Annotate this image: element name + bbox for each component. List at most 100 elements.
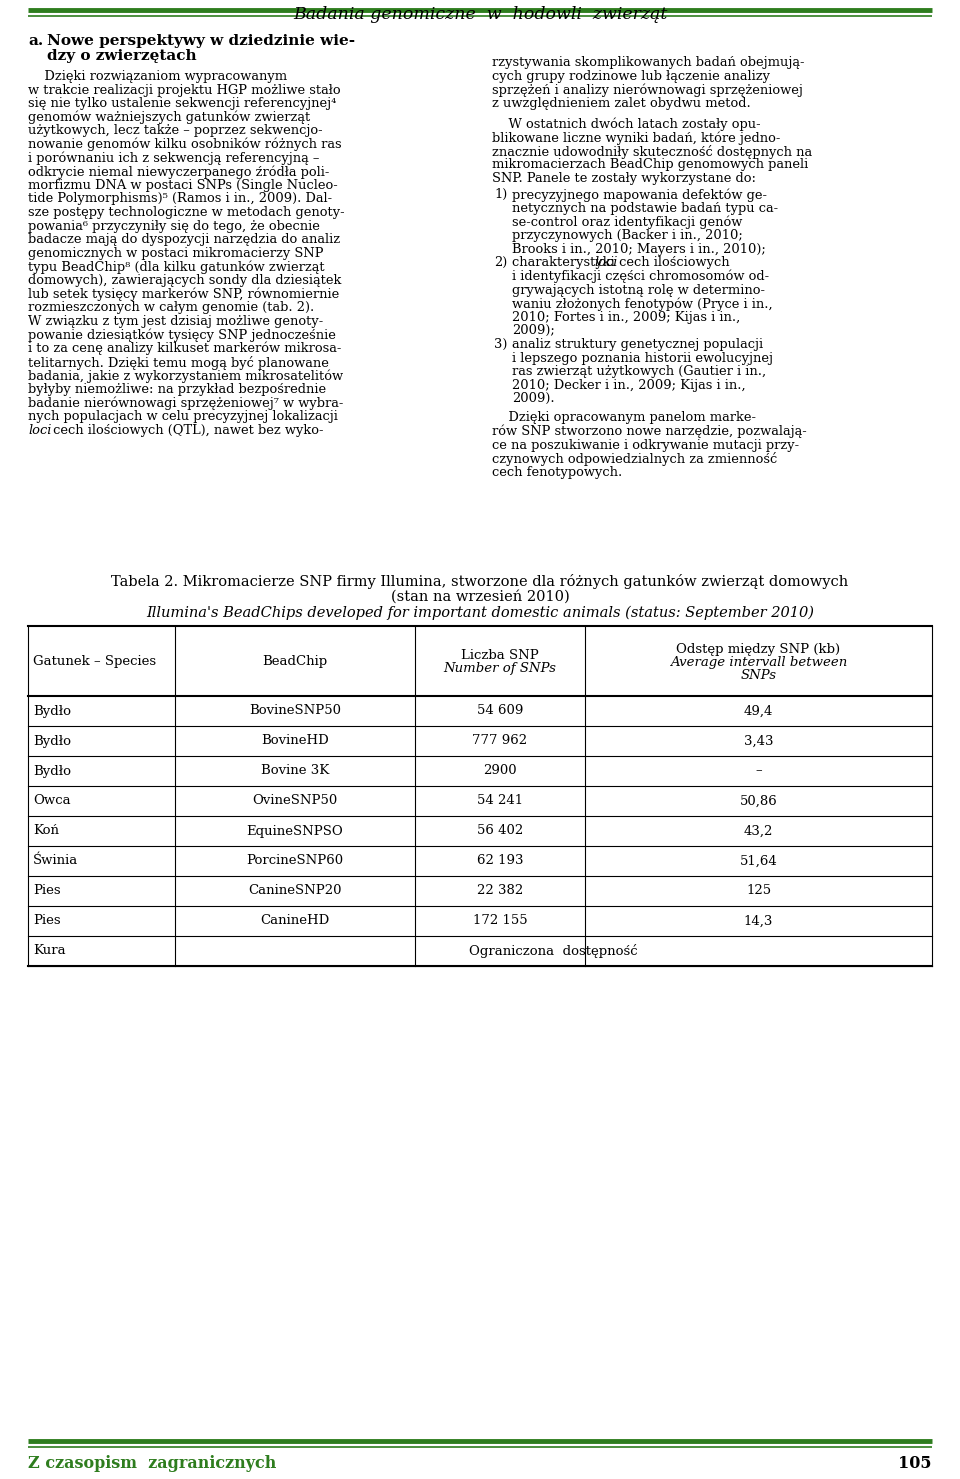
Text: (stan na wrzesień 2010): (stan na wrzesień 2010) <box>391 590 569 603</box>
Text: genomów ważniejszych gatunków zwierząt: genomów ważniejszych gatunków zwierząt <box>28 111 310 124</box>
Text: w trakcie realizacji projektu HGP możliwe stało: w trakcie realizacji projektu HGP możliw… <box>28 84 341 96</box>
Text: Bovine 3K: Bovine 3K <box>261 765 329 778</box>
Text: i porównaniu ich z sekwencją referencyjną –: i porównaniu ich z sekwencją referencyjn… <box>28 152 320 166</box>
Text: genomicznych w postaci mikromacierzy SNP: genomicznych w postaci mikromacierzy SNP <box>28 247 324 260</box>
Text: W ostatnich dwóch latach zostały opu-: W ostatnich dwóch latach zostały opu- <box>492 118 760 132</box>
Text: rów SNP stworzono nowe narzędzie, pozwalają-: rów SNP stworzono nowe narzędzie, pozwal… <box>492 424 806 438</box>
Text: 22 382: 22 382 <box>477 884 523 898</box>
Text: 2900: 2900 <box>483 765 516 778</box>
Text: CanineHD: CanineHD <box>260 914 329 927</box>
Text: i identyfikacji części chromosomów od-: i identyfikacji części chromosomów od- <box>512 271 769 284</box>
Text: powania⁶ przyczyniły się do tego, że obecnie: powania⁶ przyczyniły się do tego, że obe… <box>28 219 320 232</box>
Text: BovineHD: BovineHD <box>261 735 329 747</box>
Text: 777 962: 777 962 <box>472 735 528 747</box>
Text: Z czasopism  zagranicznych: Z czasopism zagranicznych <box>28 1455 276 1472</box>
Text: Owca: Owca <box>33 794 71 808</box>
Text: cech ilościowych: cech ilościowych <box>615 256 730 269</box>
Text: 62 193: 62 193 <box>477 855 523 868</box>
Text: SNPs: SNPs <box>740 669 777 682</box>
Text: Bydło: Bydło <box>33 704 71 717</box>
Text: 2009);: 2009); <box>512 324 555 337</box>
Text: cych grupy rodzinowe lub łączenie analizy: cych grupy rodzinowe lub łączenie analiz… <box>492 70 770 83</box>
Text: odkrycie niemal niewyczerpanego źródła poli-: odkrycie niemal niewyczerpanego źródła p… <box>28 166 329 179</box>
Text: 54 609: 54 609 <box>477 704 523 717</box>
Text: cech fenotypowych.: cech fenotypowych. <box>492 466 622 479</box>
Text: 172 155: 172 155 <box>472 914 527 927</box>
Text: 3): 3) <box>494 337 508 351</box>
Text: i to za cenę analizy kilkuset markerów mikrosa-: i to za cenę analizy kilkuset markerów m… <box>28 342 342 355</box>
Text: z uwzględnieniem zalet obydwu metod.: z uwzględnieniem zalet obydwu metod. <box>492 98 751 111</box>
Text: znacznie udowodniły skuteczność dostępnych na: znacznie udowodniły skuteczność dostępny… <box>492 145 812 158</box>
Text: 125: 125 <box>746 884 771 898</box>
Text: BeadChip: BeadChip <box>262 655 327 669</box>
Text: loci: loci <box>594 256 618 269</box>
Text: Number of SNPs: Number of SNPs <box>444 663 557 674</box>
Text: dzy o zwierzętach: dzy o zwierzętach <box>47 49 197 64</box>
Text: przyczynowych (Backer i in., 2010;: przyczynowych (Backer i in., 2010; <box>512 229 743 243</box>
Text: badanie nierównowagi sprzężeniowej⁷ w wybra-: badanie nierównowagi sprzężeniowej⁷ w wy… <box>28 396 344 410</box>
Text: tide Polymorphisms)⁵ (Ramos i in., 2009). Dal-: tide Polymorphisms)⁵ (Ramos i in., 2009)… <box>28 192 332 206</box>
Text: 51,64: 51,64 <box>739 855 778 868</box>
Text: 2010; Decker i in., 2009; Kijas i in.,: 2010; Decker i in., 2009; Kijas i in., <box>512 379 746 392</box>
Text: PorcineSNP60: PorcineSNP60 <box>247 855 344 868</box>
Text: ce na poszukiwanie i odkrywanie mutacji przy-: ce na poszukiwanie i odkrywanie mutacji … <box>492 439 799 451</box>
Text: 56 402: 56 402 <box>477 824 523 837</box>
Text: Gatunek – Species: Gatunek – Species <box>33 655 156 669</box>
Text: sze postępy technologiczne w metodach genoty-: sze postępy technologiczne w metodach ge… <box>28 206 345 219</box>
Text: powanie dziesiątków tysięcy SNP jednocześnie: powanie dziesiątków tysięcy SNP jednocze… <box>28 328 336 342</box>
Text: Badania genomiczne  w  hodowli  zwierząt: Badania genomiczne w hodowli zwierząt <box>293 6 667 24</box>
Text: badacze mają do dyspozycji narzędzia do analiz: badacze mają do dyspozycji narzędzia do … <box>28 234 340 246</box>
Text: się nie tylko ustalenie sekwencji referencyjnej⁴: się nie tylko ustalenie sekwencji refere… <box>28 98 336 111</box>
Text: 1): 1) <box>494 188 507 201</box>
Text: rozmieszczonych w całym genomie (tab. 2).: rozmieszczonych w całym genomie (tab. 2)… <box>28 302 314 314</box>
Text: 105: 105 <box>899 1455 932 1472</box>
Text: waniu złożonych fenotypów (Pryce i in.,: waniu złożonych fenotypów (Pryce i in., <box>512 297 773 311</box>
Text: Dzięki rozwiązaniom wypracowanym: Dzięki rozwiązaniom wypracowanym <box>28 70 287 83</box>
Text: cech ilościowych (QTL), nawet bez wyko-: cech ilościowych (QTL), nawet bez wyko- <box>49 423 324 436</box>
Text: W związku z tym jest dzisiaj możliwe genoty-: W związku z tym jest dzisiaj możliwe gen… <box>28 315 324 328</box>
Text: i lepszego poznania historii ewolucyjnej: i lepszego poznania historii ewolucyjnej <box>512 352 773 364</box>
Text: 3,43: 3,43 <box>744 735 773 747</box>
Text: 2009).: 2009). <box>512 392 555 405</box>
Text: Illumina's BeadChips developed for important domestic animals (status: September: Illumina's BeadChips developed for impor… <box>146 606 814 620</box>
Text: typu BeadChip⁸ (dla kilku gatunków zwierząt: typu BeadChip⁸ (dla kilku gatunków zwier… <box>28 260 324 274</box>
Text: telitarnych. Dzięki temu mogą być planowane: telitarnych. Dzięki temu mogą być planow… <box>28 355 329 370</box>
Text: Pies: Pies <box>33 914 60 927</box>
Text: Average intervall between: Average intervall between <box>670 657 847 669</box>
Text: ras zwierząt użytkowych (Gautier i in.,: ras zwierząt użytkowych (Gautier i in., <box>512 365 766 379</box>
Text: CanineSNP20: CanineSNP20 <box>249 884 342 898</box>
Text: 14,3: 14,3 <box>744 914 773 927</box>
Text: loci: loci <box>28 423 52 436</box>
Text: EquineSNPSO: EquineSNPSO <box>247 824 344 837</box>
Text: Nowe perspektywy w dziedzinie wie-: Nowe perspektywy w dziedzinie wie- <box>47 34 355 47</box>
Text: OvineSNP50: OvineSNP50 <box>252 794 338 808</box>
Text: nowanie genomów kilku osobników różnych ras: nowanie genomów kilku osobników różnych … <box>28 138 342 151</box>
Text: byłyby niemożliwe: na przykład bezpośrednie: byłyby niemożliwe: na przykład bezpośred… <box>28 383 326 396</box>
Text: se-control oraz identyfikacji genów: se-control oraz identyfikacji genów <box>512 216 742 229</box>
Text: –: – <box>756 765 762 778</box>
Text: 50,86: 50,86 <box>739 794 778 808</box>
Text: lub setek tysięcy markerów SNP, równomiernie: lub setek tysięcy markerów SNP, równomie… <box>28 287 339 302</box>
Text: mikromacierzach BeadChip genomowych paneli: mikromacierzach BeadChip genomowych pane… <box>492 158 808 172</box>
Text: Bydło: Bydło <box>33 735 71 747</box>
Text: morfizmu DNA w postaci SNPs (Single Nucleo-: morfizmu DNA w postaci SNPs (Single Nucl… <box>28 179 338 192</box>
Text: Liczba SNP: Liczba SNP <box>461 649 539 663</box>
Text: 49,4: 49,4 <box>744 704 773 717</box>
Text: precyzyjnego mapowania defektów ge-: precyzyjnego mapowania defektów ge- <box>512 188 767 201</box>
Text: grywających istotną rolę w determino-: grywających istotną rolę w determino- <box>512 284 765 296</box>
Text: 43,2: 43,2 <box>744 824 773 837</box>
Text: SNP. Panele te zostały wykorzystane do:: SNP. Panele te zostały wykorzystane do: <box>492 172 756 185</box>
Text: nych populacjach w celu precyzyjnej lokalizacji: nych populacjach w celu precyzyjnej loka… <box>28 410 338 423</box>
Text: Koń: Koń <box>33 824 59 837</box>
Text: użytkowych, lecz także – poprzez sekwencjo-: użytkowych, lecz także – poprzez sekwenc… <box>28 124 323 138</box>
Text: 2): 2) <box>494 256 507 269</box>
Text: a.: a. <box>28 34 43 47</box>
Text: domowych), zawierających sondy dla dziesiątek: domowych), zawierających sondy dla dzies… <box>28 274 342 287</box>
Text: Brooks i in., 2010; Mayers i in., 2010);: Brooks i in., 2010; Mayers i in., 2010); <box>512 243 766 256</box>
Text: BovineSNP50: BovineSNP50 <box>249 704 341 717</box>
Text: badania, jakie z wykorzystaniem mikrosatelitów: badania, jakie z wykorzystaniem mikrosat… <box>28 370 343 383</box>
Text: 54 241: 54 241 <box>477 794 523 808</box>
Text: Tabela 2. Mikromacierze SNP firmy Illumina, stworzone dla różnych gatunków zwier: Tabela 2. Mikromacierze SNP firmy Illumi… <box>111 574 849 589</box>
Text: Bydło: Bydło <box>33 765 71 778</box>
Text: Świnia: Świnia <box>33 855 79 868</box>
